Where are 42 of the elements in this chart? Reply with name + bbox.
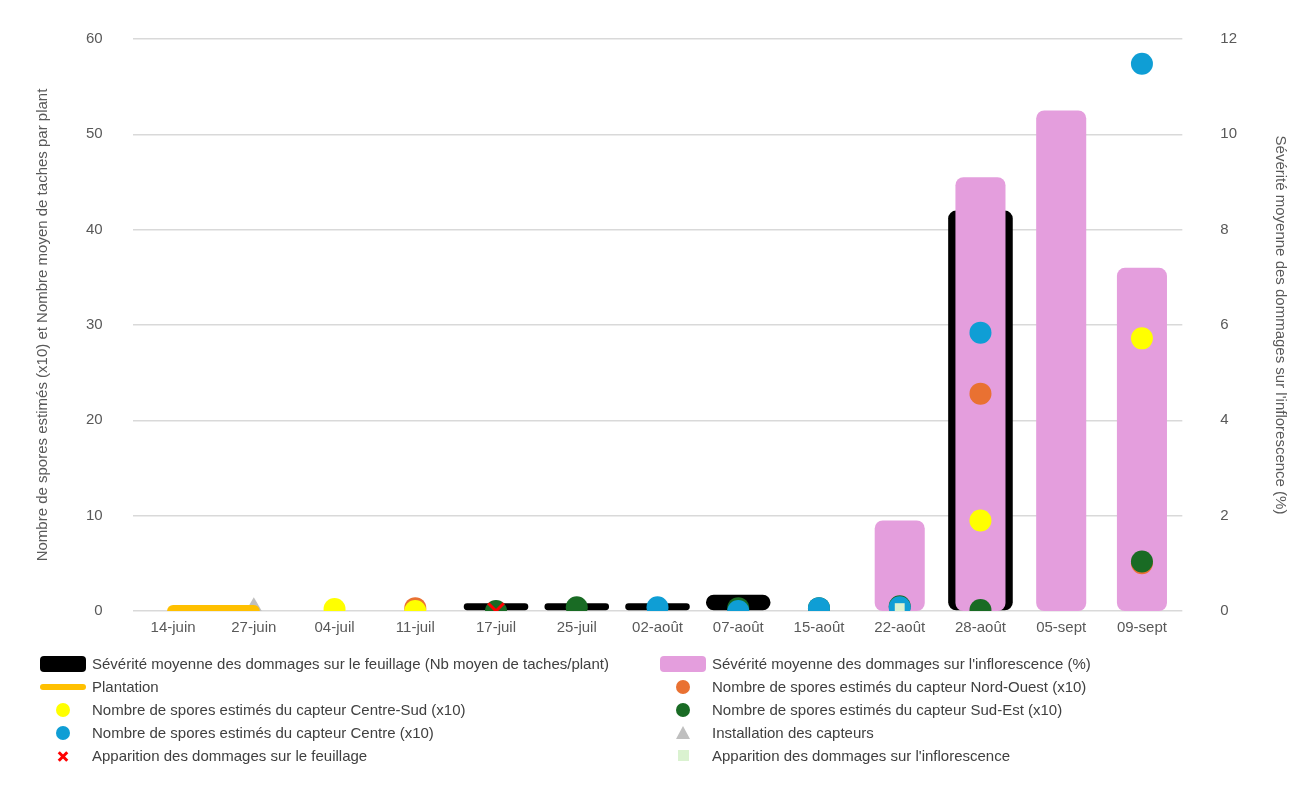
y2-tick-label: 2 bbox=[1220, 505, 1229, 523]
bar bbox=[1036, 110, 1087, 611]
x-tick-label: 22-août bbox=[874, 618, 926, 636]
legend-label: Apparition des dommages sur l'inflorescence bbox=[712, 747, 1011, 764]
legend-label: Plantation bbox=[92, 678, 159, 695]
x-tick-label: 07-août bbox=[712, 618, 765, 636]
y2-tick-label: 8 bbox=[1220, 219, 1229, 237]
y-tick-label: 10 bbox=[86, 505, 103, 523]
legend-label: Apparition des dommages sur le feuillage bbox=[92, 747, 368, 764]
y2-tick-label: 0 bbox=[1220, 601, 1229, 619]
x-tick-label: 14-juin bbox=[150, 618, 196, 636]
y-tick-label: 0 bbox=[94, 601, 103, 619]
y2-axis-title: Sévérité moyenne des dommages sur l'inflorescence (%) bbox=[1272, 135, 1290, 515]
x-tick-label: 04-juil bbox=[314, 618, 355, 636]
y2-tick-label: 10 bbox=[1220, 124, 1237, 142]
x-tick-label: 15-août bbox=[793, 618, 846, 636]
x-tick-label: 09-sept bbox=[1116, 618, 1168, 636]
bar bbox=[874, 520, 925, 611]
legend-label: Sévérité moyenne des dommages sur le feuillage (Nb moyen de taches/plant) bbox=[92, 655, 609, 672]
y2-tick-label: 6 bbox=[1220, 315, 1229, 333]
y-tick-label: 50 bbox=[86, 124, 103, 142]
y-tick-label: 30 bbox=[86, 315, 103, 333]
x-tick-label: 27-juin bbox=[231, 618, 277, 636]
legend-label: Nombre de spores estimés du capteur Centre-Sud (x10) bbox=[92, 701, 466, 718]
y2-tick-label: 4 bbox=[1220, 410, 1229, 428]
bar bbox=[1116, 267, 1167, 611]
x-tick-label: 17-juil bbox=[476, 618, 517, 636]
legend-label: Installation des capteurs bbox=[712, 724, 874, 741]
x-tick-label: 28-août bbox=[955, 618, 1007, 636]
y2-tick-label: 12 bbox=[1220, 29, 1237, 47]
x-tick-label: 11-juil bbox=[395, 618, 435, 636]
legend-label: Nombre de spores estimés du capteur Nord-Ouest (x10) bbox=[712, 678, 1087, 695]
legend-label: Sévérité moyenne des dommages sur l'inflorescence (%) bbox=[712, 655, 1091, 672]
x-tick-label: 25-juil bbox=[556, 618, 597, 636]
y-tick-label: 60 bbox=[86, 29, 103, 47]
x-tick-label: 05-sept bbox=[1036, 618, 1088, 636]
y-axis-title: Nombre de spores estimés (x10) et Nombre moyen de taches par plant bbox=[33, 87, 51, 562]
x-tick-label: 02-août bbox=[632, 618, 684, 636]
legend-label: Nombre de spores estimés du capteur Centre (x10) bbox=[92, 724, 434, 741]
legend-label: Nombre de spores estimés du capteur Sud-Est (x10) bbox=[712, 701, 1063, 718]
y-tick-label: 40 bbox=[86, 219, 103, 237]
y-tick-label: 20 bbox=[86, 410, 103, 428]
